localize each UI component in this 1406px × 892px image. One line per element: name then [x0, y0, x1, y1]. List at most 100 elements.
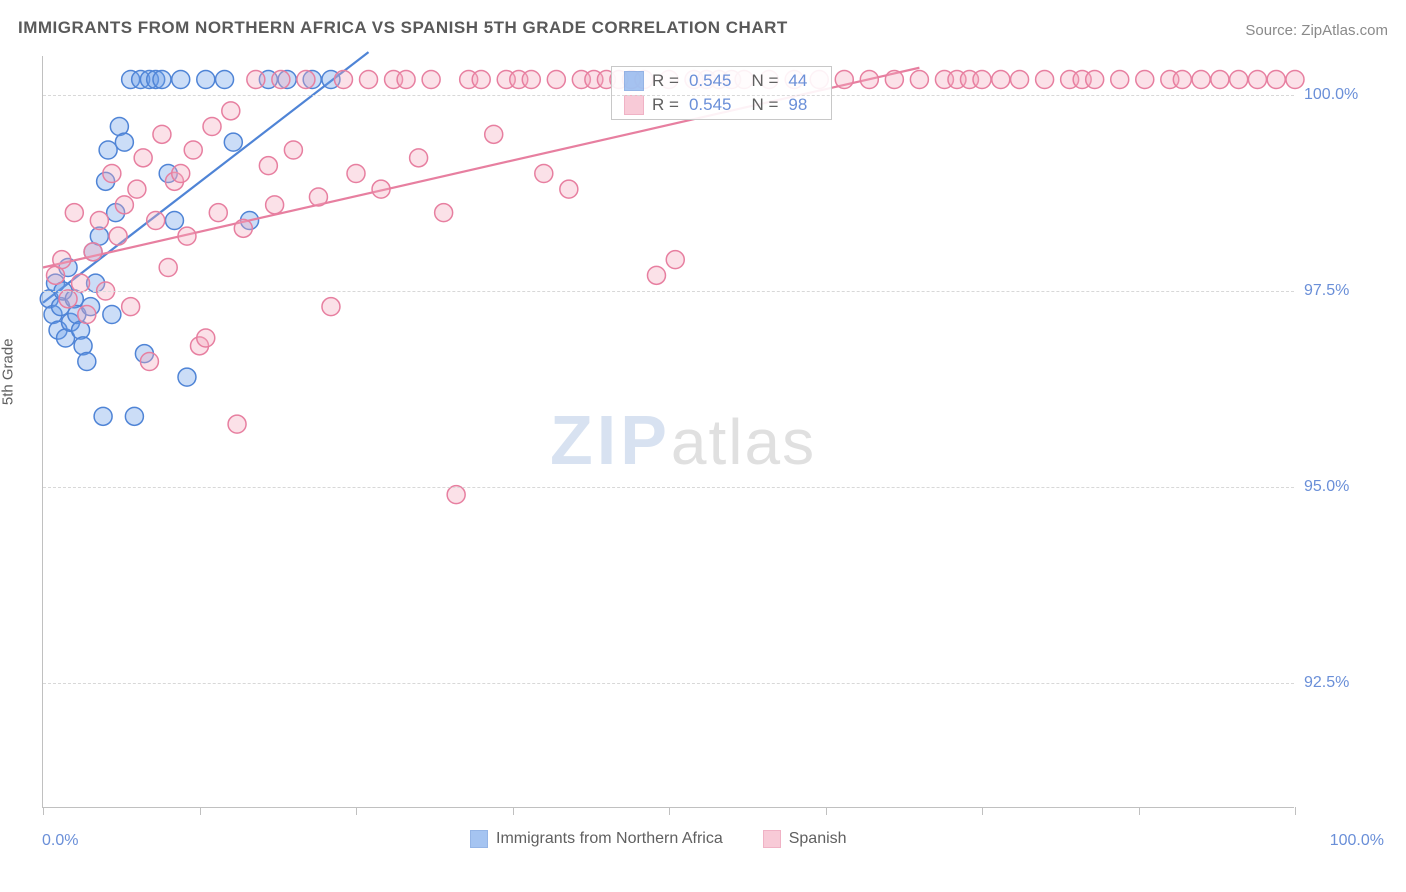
data-point: [94, 407, 112, 425]
data-point: [910, 71, 928, 89]
source-attribution: Source: ZipAtlas.com: [1245, 22, 1388, 39]
legend-item: Spanish: [763, 830, 847, 848]
data-point: [397, 71, 415, 89]
data-point: [647, 266, 665, 284]
data-point: [1036, 71, 1054, 89]
legend-swatch: [624, 71, 644, 91]
y-tick-label: 97.5%: [1304, 282, 1349, 300]
data-point: [109, 227, 127, 245]
data-point: [184, 141, 202, 159]
data-point: [547, 71, 565, 89]
data-point: [216, 71, 234, 89]
source-value: ZipAtlas.com: [1301, 22, 1388, 39]
data-point: [666, 251, 684, 269]
legend-swatch: [470, 830, 488, 848]
data-point: [973, 71, 991, 89]
data-point: [78, 306, 96, 324]
data-point: [128, 180, 146, 198]
data-point: [422, 71, 440, 89]
data-point: [372, 180, 390, 198]
data-point: [1173, 71, 1191, 89]
x-tick: [356, 807, 357, 815]
stat-r-label: R =: [652, 71, 679, 91]
data-point: [992, 71, 1010, 89]
data-point: [1011, 71, 1029, 89]
data-point: [1192, 71, 1210, 89]
x-tick: [513, 807, 514, 815]
data-point: [178, 227, 196, 245]
stat-n-label: N =: [751, 95, 778, 115]
data-point: [1211, 71, 1229, 89]
data-point: [78, 353, 96, 371]
data-point: [309, 188, 327, 206]
data-point: [103, 165, 121, 183]
x-tick: [826, 807, 827, 815]
data-point: [560, 180, 578, 198]
data-point: [203, 118, 221, 136]
data-point: [172, 71, 190, 89]
gridline-h: [43, 95, 1294, 96]
data-point: [234, 219, 252, 237]
data-point: [99, 141, 117, 159]
stats-legend: R =0.545N =44R =0.545N =98: [611, 66, 832, 120]
data-point: [835, 71, 853, 89]
data-point: [266, 196, 284, 214]
legend-bottom: Immigrants from Northern Africa Spanish: [470, 830, 847, 848]
data-point: [1286, 71, 1304, 89]
data-point: [209, 204, 227, 222]
data-point: [885, 71, 903, 89]
stats-legend-row: R =0.545N =98: [612, 93, 831, 117]
data-point: [122, 298, 140, 316]
legend-swatch: [624, 95, 644, 115]
data-point: [522, 71, 540, 89]
data-point: [59, 290, 77, 308]
data-point: [535, 165, 553, 183]
x-axis-max-label: 100.0%: [1330, 832, 1384, 850]
chart-title: IMMIGRANTS FROM NORTHERN AFRICA VS SPANI…: [18, 18, 788, 38]
data-point: [90, 212, 108, 230]
data-point: [140, 353, 158, 371]
stat-n-value: 98: [788, 95, 807, 115]
data-point: [153, 125, 171, 143]
data-point: [165, 212, 183, 230]
x-axis-min-label: 0.0%: [42, 832, 78, 850]
legend-label: Immigrants from Northern Africa: [496, 830, 723, 848]
stat-r-value: 0.545: [689, 71, 732, 91]
scatter-svg: [43, 56, 1294, 807]
stats-legend-row: R =0.545N =44: [612, 69, 831, 93]
gridline-h: [43, 487, 1294, 488]
data-point: [222, 102, 240, 120]
x-tick: [1295, 807, 1296, 815]
data-point: [147, 212, 165, 230]
y-tick-label: 100.0%: [1304, 86, 1358, 104]
data-point: [1267, 71, 1285, 89]
data-point: [410, 149, 428, 167]
data-point: [84, 243, 102, 261]
y-axis-title: 5th Grade: [0, 338, 17, 405]
data-point: [224, 133, 242, 151]
data-point: [447, 486, 465, 504]
data-point: [103, 306, 121, 324]
data-point: [72, 274, 90, 292]
data-point: [284, 141, 302, 159]
y-tick-label: 92.5%: [1304, 674, 1349, 692]
data-point: [435, 204, 453, 222]
x-tick: [200, 807, 201, 815]
stat-n-value: 44: [788, 71, 807, 91]
data-point: [247, 71, 265, 89]
x-tick: [43, 807, 44, 815]
data-point: [115, 133, 133, 151]
data-point: [172, 165, 190, 183]
legend-item: Immigrants from Northern Africa: [470, 830, 723, 848]
data-point: [1136, 71, 1154, 89]
data-point: [134, 149, 152, 167]
x-tick: [982, 807, 983, 815]
plot-area: R =0.545N =44R =0.545N =98: [42, 56, 1294, 808]
data-point: [259, 157, 277, 175]
data-point: [1248, 71, 1266, 89]
data-point: [272, 71, 290, 89]
x-tick: [1139, 807, 1140, 815]
data-point: [1086, 71, 1104, 89]
data-point: [347, 165, 365, 183]
data-point: [297, 71, 315, 89]
